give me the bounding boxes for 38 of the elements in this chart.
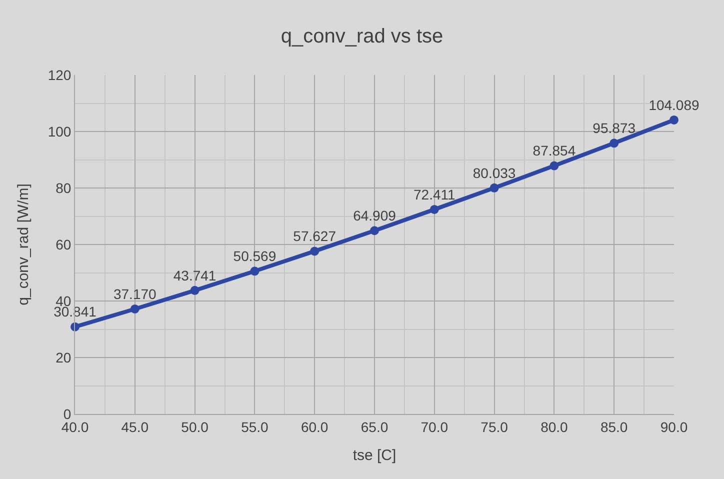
x-axis-title: tse [C] <box>352 446 396 464</box>
data-label: 72.411 <box>414 186 456 202</box>
point <box>370 226 379 236</box>
x-tick-label: 70.0 <box>420 418 448 435</box>
data-label: 87.854 <box>532 142 576 159</box>
y-tick-label: 120 <box>48 66 72 83</box>
data-label: 57.627 <box>293 228 336 244</box>
data-label: 80.033 <box>472 164 516 181</box>
point <box>430 204 439 214</box>
point <box>130 304 140 314</box>
x-tick-label: 55.0 <box>241 418 269 435</box>
data-label: 37.170 <box>113 286 157 302</box>
point <box>610 138 619 148</box>
data-label: 50.569 <box>233 248 276 264</box>
x-tick-label: 45.0 <box>121 418 149 435</box>
chart-title: q_conv_rad vs tse <box>280 26 444 48</box>
point <box>670 115 678 124</box>
x-tick-label: 50.0 <box>181 418 209 435</box>
point <box>310 246 320 256</box>
y-tick-label: 20 <box>56 349 72 366</box>
x-tick-label: 90.0 <box>660 418 688 435</box>
data-label: 64.909 <box>353 208 396 224</box>
point <box>250 266 260 276</box>
x-tick-label: 85.0 <box>600 418 628 435</box>
point <box>490 183 499 192</box>
data-label: 43.741 <box>173 267 216 284</box>
x-tick-label: 80.0 <box>540 418 568 435</box>
y-tick-label: 100 <box>48 123 72 140</box>
y-tick-label: 80 <box>56 180 72 196</box>
y-tick-label: 60 <box>56 236 72 252</box>
x-tick-label: 60.0 <box>300 418 328 435</box>
point <box>550 161 559 170</box>
data-label: 95.873 <box>592 120 636 136</box>
x-tick-label: 65.0 <box>360 418 388 435</box>
point <box>190 286 200 295</box>
data-label: 104.089 <box>648 96 700 113</box>
x-tick-label: 75.0 <box>480 418 508 435</box>
y-axis-title: q_conv_rad [W/m] <box>15 184 32 306</box>
